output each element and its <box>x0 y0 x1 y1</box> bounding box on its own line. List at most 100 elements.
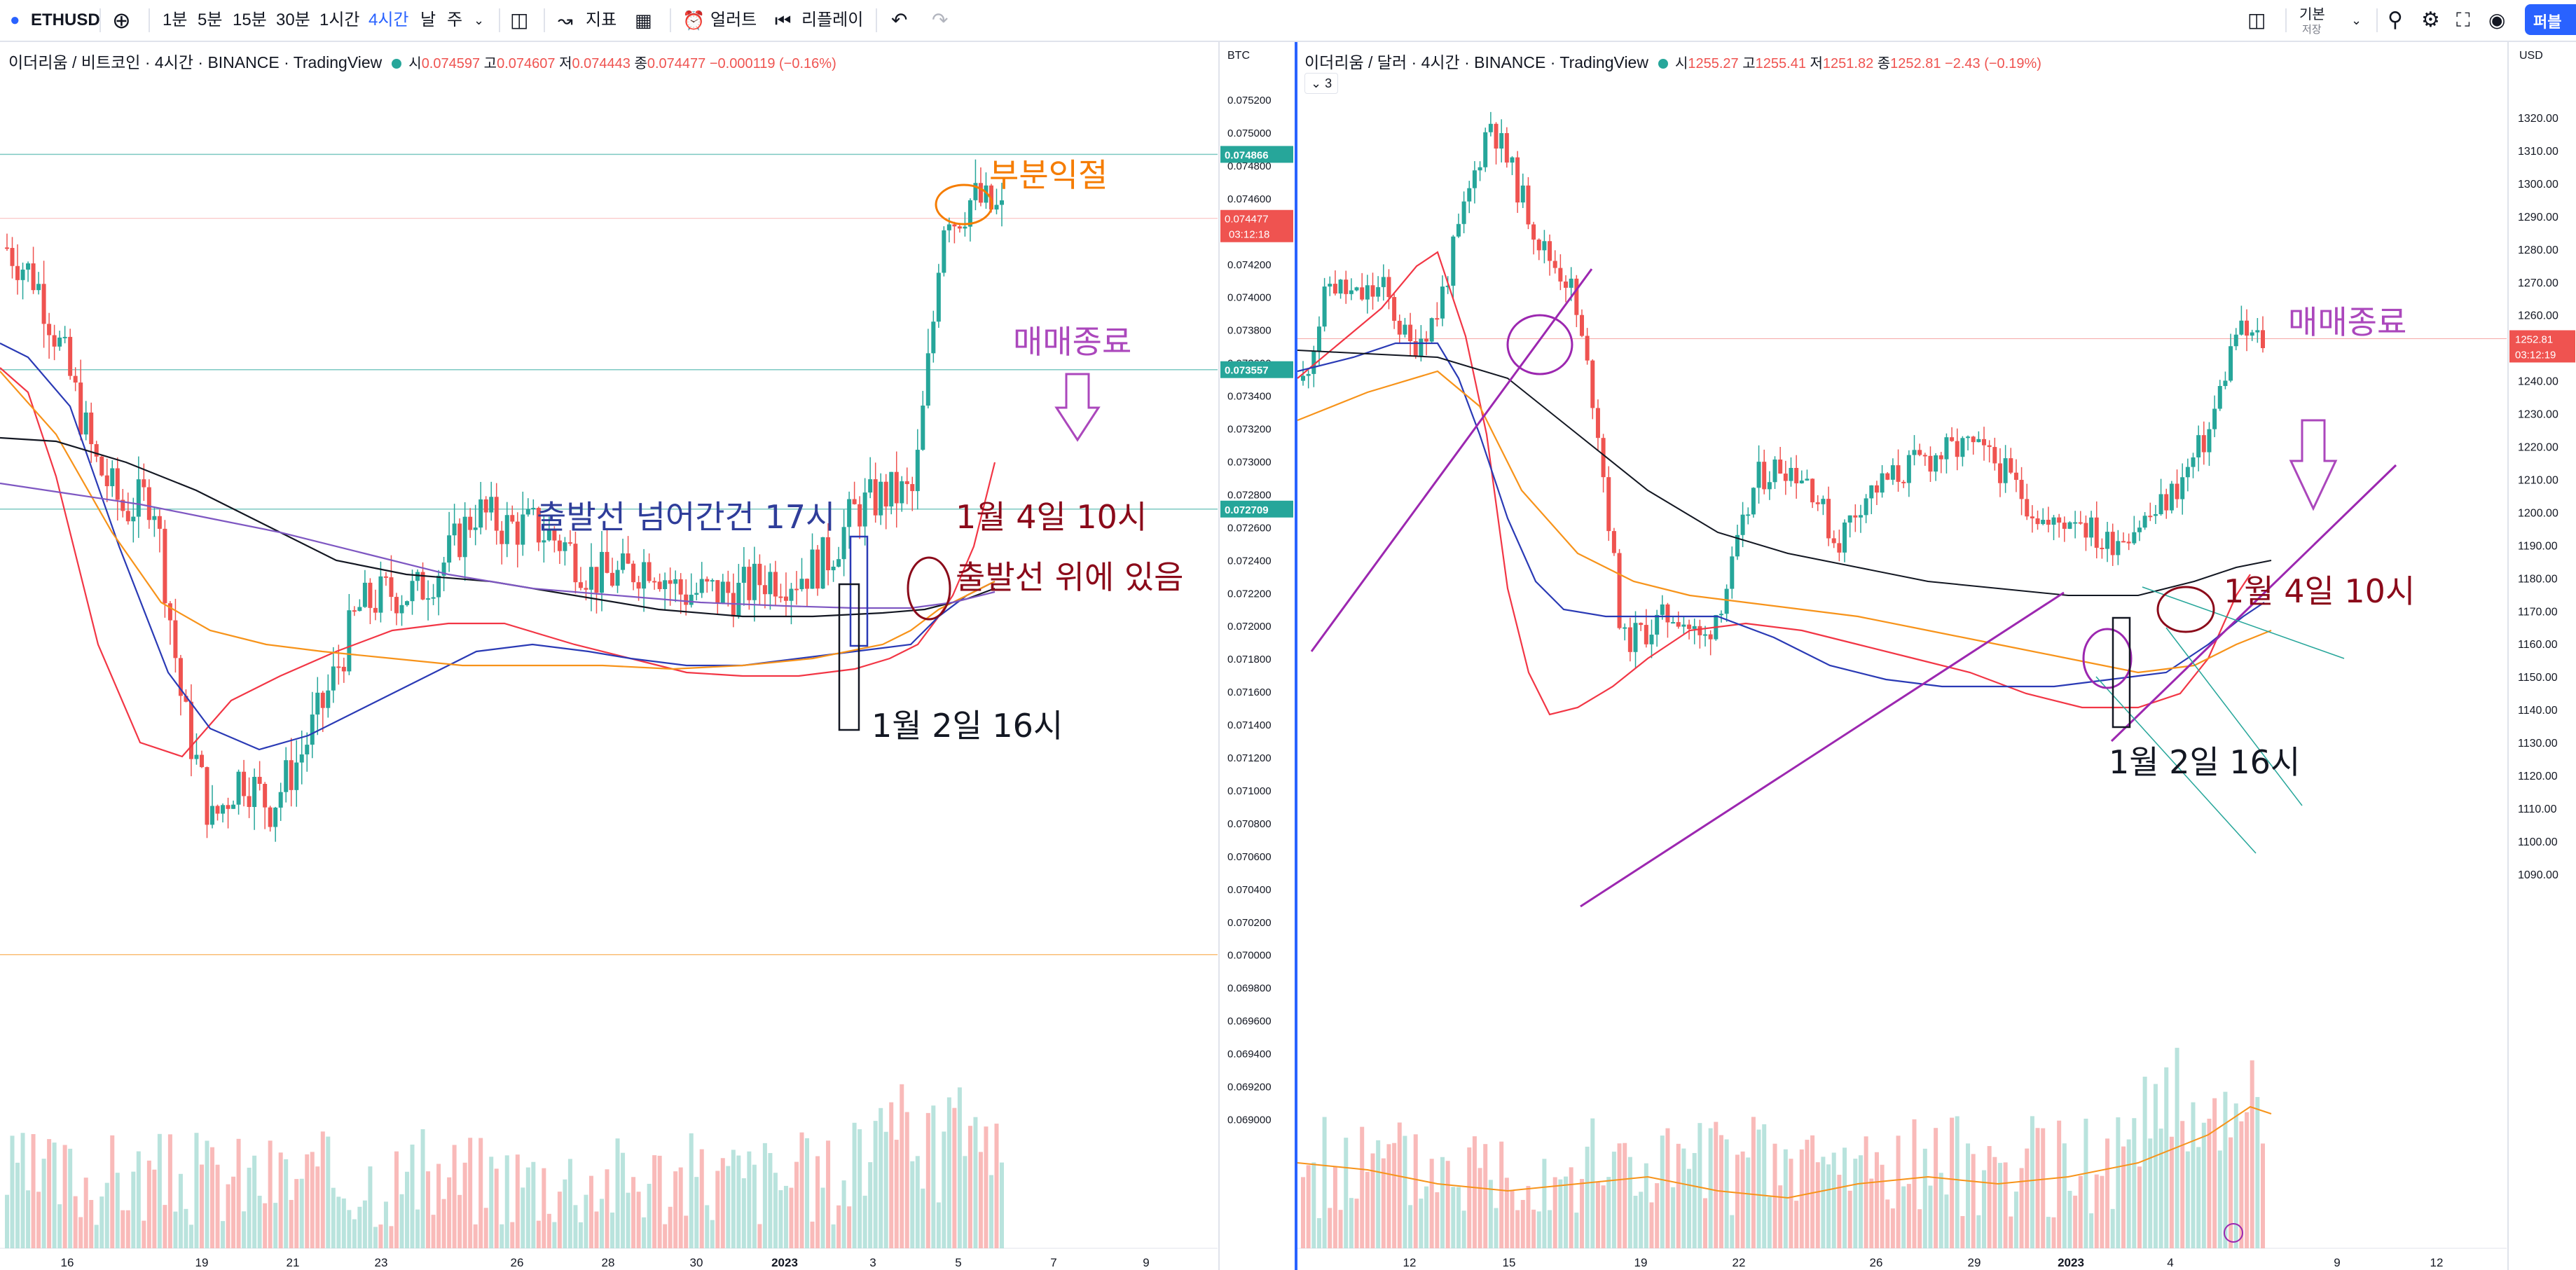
candle-body <box>1349 290 1354 294</box>
layout-icon[interactable]: ◫ <box>2247 9 2266 31</box>
volume-bar <box>1601 1185 1606 1248</box>
interval-week-button[interactable]: 주 <box>447 11 463 29</box>
toolbar-divider <box>544 8 545 32</box>
chevron-down-icon[interactable]: ⌄ <box>2351 13 2362 27</box>
volume-bar <box>104 1182 109 1248</box>
volume-bar <box>989 1175 993 1248</box>
interval-1h-button[interactable]: 1시간 <box>319 11 360 29</box>
candle-body <box>841 527 846 560</box>
volume-bar <box>1692 1153 1697 1248</box>
candle-body <box>2207 429 2212 453</box>
gear-icon[interactable]: ⚙ <box>2421 8 2440 32</box>
volume-bar <box>1311 1162 1316 1248</box>
templates-icon[interactable]: ▦ <box>635 10 652 31</box>
volume-bar <box>188 1224 193 1248</box>
chart-pane-ethbtc[interactable]: BTC 0.075200 0.075000 0.074800 0.074600 0.074… <box>0 42 1295 1270</box>
candle-body <box>1515 157 1520 203</box>
volume-bar <box>2207 1119 2212 1248</box>
volume-bar <box>278 1152 283 1248</box>
volume-bar <box>1976 1215 1981 1248</box>
volume-bar <box>136 1151 141 1248</box>
volume-bar <box>163 1205 167 1248</box>
volume-bar <box>536 1220 541 1248</box>
interval-5m-button[interactable]: 5분 <box>198 11 223 29</box>
candle-body <box>726 581 731 593</box>
interval-4h-button[interactable]: 4시간 <box>369 11 409 29</box>
volume-bar <box>157 1133 162 1248</box>
volume-bar <box>73 1196 78 1248</box>
candle-body <box>584 588 588 590</box>
symbol-icon[interactable]: ● <box>10 11 20 29</box>
volume-bar <box>852 1122 857 1248</box>
volume-bar <box>567 1159 572 1248</box>
price-label-last: 1252.81 <box>2515 333 2553 345</box>
redo-icon[interactable]: ↷ <box>932 9 949 31</box>
interval-15m-button[interactable]: 15분 <box>233 11 267 29</box>
symbol-search-button[interactable]: ETHUSD <box>31 11 100 29</box>
indicators-button[interactable]: 지표 <box>586 11 617 29</box>
ethusd-chart-canvas[interactable]: USD 1320.00 1310.00 1300.00 1290.00 1280.00 12… <box>1297 42 2576 1270</box>
indicators-icon[interactable]: ↝ <box>558 10 573 31</box>
volume-bar <box>383 1201 388 1248</box>
layout-name[interactable]: 기본 <box>2299 7 2325 22</box>
candle-body <box>973 183 978 200</box>
volume-bar <box>2073 1195 2078 1248</box>
candle-body <box>1526 185 1531 225</box>
volume-bar <box>41 1159 46 1248</box>
plus-circle-icon[interactable]: ⊕ <box>112 8 131 33</box>
interval-30m-button[interactable]: 30분 <box>276 11 310 29</box>
volume-bar <box>2175 1047 2179 1248</box>
volume-bar <box>594 1211 599 1248</box>
candle-body <box>373 607 378 613</box>
ethbtc-chart-canvas[interactable]: BTC 0.075200 0.075000 0.074800 0.074600 0.074… <box>0 42 1295 1270</box>
candle-body <box>341 666 346 672</box>
search-icon[interactable]: ⚲ <box>2388 8 2403 32</box>
volume-bar <box>757 1224 762 1248</box>
volume-bar <box>1306 1165 1311 1248</box>
chevron-down-icon[interactable]: ⌄ <box>474 13 485 27</box>
candle-body <box>805 579 810 589</box>
candle-body <box>1719 614 1723 616</box>
replay-icon[interactable]: ⏮ <box>775 10 792 31</box>
volume-bar <box>631 1177 636 1248</box>
camera-icon[interactable]: ◉ <box>2488 9 2506 31</box>
candle-body <box>26 263 31 270</box>
candle-body <box>1451 236 1456 286</box>
volume-bar <box>642 1217 647 1248</box>
fullscreen-icon[interactable]: ⛶ <box>2456 9 2470 31</box>
alarm-clock-icon[interactable]: ⏰ <box>682 10 705 31</box>
publish-button[interactable]: 퍼블 <box>2525 4 2576 35</box>
candle-body <box>873 479 878 516</box>
save-layout-label[interactable]: 저장 <box>2302 24 2322 36</box>
volume-bar <box>341 1198 346 1248</box>
candle-body <box>1548 241 1552 261</box>
replay-button[interactable]: 리플레이 <box>801 11 864 29</box>
candle-body <box>194 754 199 759</box>
jan4-circle <box>907 556 951 621</box>
volume-bar <box>931 1105 936 1248</box>
volume-bar <box>2153 1084 2158 1248</box>
candle-body <box>757 563 762 586</box>
interval-day-button[interactable]: 날 <box>420 11 436 29</box>
indicators-toggle-button[interactable]: ⌄ 3 <box>1304 73 1339 94</box>
candle-body <box>1649 634 1654 644</box>
volume-bar <box>1419 1199 1424 1248</box>
candle-body <box>415 572 420 581</box>
volume-bar <box>1815 1162 1820 1248</box>
volume-bar <box>588 1175 593 1248</box>
candle-body <box>1520 185 1525 203</box>
alerts-button[interactable]: 얼러트 <box>710 11 757 29</box>
volume-bar <box>1955 1116 1959 1248</box>
trendline-purple <box>1580 591 2065 908</box>
candle-body <box>36 284 41 291</box>
candle-body <box>1826 499 1831 539</box>
interval-1m-button[interactable]: 1분 <box>163 11 188 29</box>
candle-body <box>762 585 767 595</box>
volume-bar <box>1000 1162 1004 1248</box>
undo-icon[interactable]: ↶ <box>891 9 908 31</box>
volume-bar <box>1735 1154 1740 1248</box>
volume-bar <box>399 1194 404 1248</box>
candles-icon[interactable]: ◫ <box>510 9 529 31</box>
toolbar-divider <box>876 8 877 32</box>
chart-pane-ethusd[interactable]: USD 1320.00 1310.00 1300.00 1290.00 1280.00 12… <box>1295 42 2576 1270</box>
